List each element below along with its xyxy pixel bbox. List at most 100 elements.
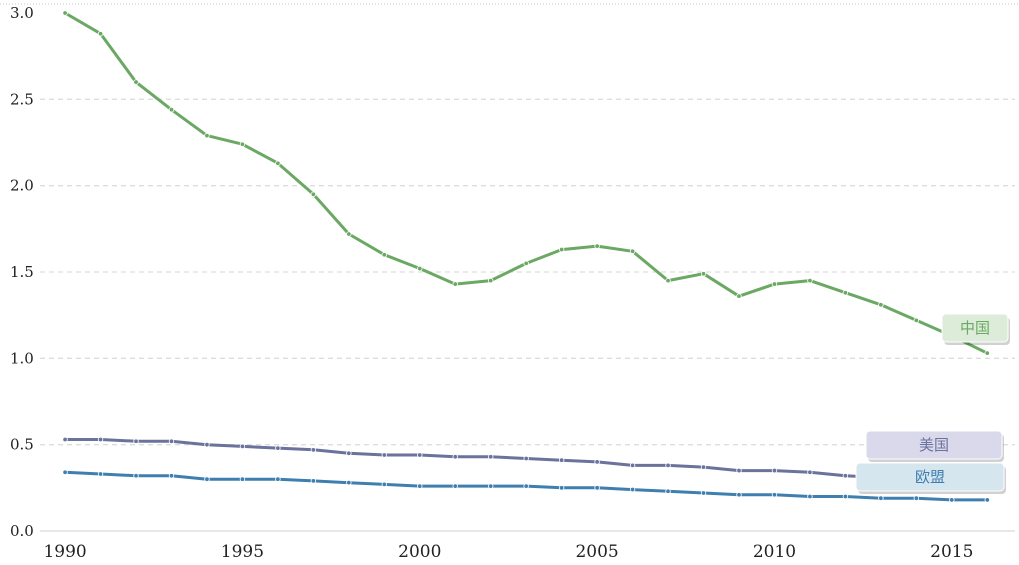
data-point bbox=[878, 495, 884, 501]
data-point bbox=[62, 469, 68, 475]
data-point bbox=[523, 483, 529, 489]
data-point bbox=[807, 469, 813, 475]
data-point bbox=[771, 467, 778, 474]
data-point bbox=[310, 478, 317, 484]
data-point bbox=[665, 488, 671, 494]
data-point bbox=[204, 441, 210, 448]
data-point bbox=[417, 265, 423, 272]
data-point bbox=[417, 452, 423, 458]
data-point bbox=[204, 476, 210, 482]
data-point bbox=[949, 497, 955, 503]
data-point bbox=[736, 467, 742, 474]
label-badge bbox=[865, 430, 1003, 460]
data-point bbox=[417, 483, 423, 489]
data-point bbox=[452, 483, 458, 489]
data-point bbox=[523, 260, 529, 267]
data-point bbox=[62, 436, 68, 443]
data-point bbox=[736, 293, 742, 299]
data-point bbox=[133, 79, 139, 85]
data-point bbox=[488, 454, 494, 460]
data-point bbox=[736, 492, 742, 498]
data-point bbox=[594, 459, 600, 465]
data-point bbox=[488, 277, 494, 284]
y-tick-label: 0.5 bbox=[10, 436, 34, 454]
x-tick-label: 1995 bbox=[221, 542, 264, 562]
data-point bbox=[381, 252, 388, 258]
data-point bbox=[275, 476, 281, 482]
data-point bbox=[665, 277, 671, 284]
data-point bbox=[346, 231, 352, 237]
data-point bbox=[842, 473, 849, 479]
data-point bbox=[133, 473, 139, 479]
y-tick-label: 0.0 bbox=[10, 522, 34, 540]
series-1 bbox=[62, 10, 990, 356]
data-point bbox=[310, 191, 317, 197]
data-point bbox=[346, 479, 352, 486]
grid-layer bbox=[0, 3, 1019, 446]
x-tick-label: 2010 bbox=[753, 542, 796, 562]
data-point bbox=[310, 447, 317, 453]
data-point bbox=[558, 246, 565, 253]
y-tick-label: 1.5 bbox=[10, 263, 34, 281]
series-name-label: 美国 bbox=[919, 436, 949, 454]
data-point bbox=[629, 248, 636, 254]
series-label-3: 欧盟 bbox=[855, 462, 1006, 494]
data-point bbox=[913, 495, 920, 501]
data-point bbox=[700, 464, 707, 470]
data-point bbox=[558, 485, 565, 491]
series-layer bbox=[62, 10, 990, 503]
data-point bbox=[523, 455, 529, 462]
data-point bbox=[452, 454, 458, 460]
data-point bbox=[594, 243, 600, 249]
data-point bbox=[239, 141, 246, 147]
data-point bbox=[594, 485, 600, 491]
data-point bbox=[807, 277, 813, 284]
data-point bbox=[842, 493, 849, 500]
data-point bbox=[665, 462, 671, 469]
series-name-label: 欧盟 bbox=[915, 468, 945, 486]
data-point bbox=[700, 271, 707, 277]
data-point bbox=[97, 471, 104, 477]
data-point bbox=[168, 106, 175, 113]
data-point bbox=[97, 436, 104, 443]
data-point bbox=[168, 473, 175, 479]
data-point bbox=[878, 302, 884, 308]
data-point bbox=[771, 492, 778, 498]
x-tick-label: 2005 bbox=[575, 542, 618, 562]
data-point bbox=[204, 132, 210, 139]
y-tick-label: 3.0 bbox=[10, 4, 34, 22]
data-point bbox=[842, 290, 849, 296]
data-point bbox=[275, 445, 281, 451]
data-point bbox=[700, 490, 707, 496]
data-point bbox=[381, 481, 388, 488]
data-point bbox=[239, 443, 246, 450]
x-tick-label: 2015 bbox=[930, 542, 973, 562]
data-point bbox=[984, 497, 990, 503]
data-point bbox=[239, 476, 246, 482]
series-3 bbox=[62, 469, 990, 503]
data-point bbox=[133, 438, 139, 444]
y-tick-label: 2.0 bbox=[10, 177, 34, 195]
data-point bbox=[275, 160, 281, 166]
label-badge bbox=[855, 462, 1005, 492]
data-point bbox=[168, 438, 175, 444]
label-badge bbox=[941, 313, 1009, 343]
series-name-label: 中国 bbox=[960, 319, 990, 337]
x-tick-label: 1990 bbox=[43, 542, 86, 562]
series-label-2: 美国 bbox=[865, 430, 1004, 462]
data-point bbox=[381, 452, 388, 458]
x-tick-label: 2000 bbox=[398, 542, 441, 562]
data-point bbox=[629, 462, 636, 469]
data-point bbox=[913, 317, 920, 324]
data-point bbox=[97, 31, 104, 37]
y-tick-label: 1.0 bbox=[10, 349, 34, 367]
data-point bbox=[984, 350, 990, 356]
data-point bbox=[62, 10, 68, 16]
series-label-1: 中国 bbox=[941, 313, 1010, 345]
data-point bbox=[629, 486, 636, 493]
data-point bbox=[558, 457, 565, 463]
data-point bbox=[452, 281, 458, 287]
